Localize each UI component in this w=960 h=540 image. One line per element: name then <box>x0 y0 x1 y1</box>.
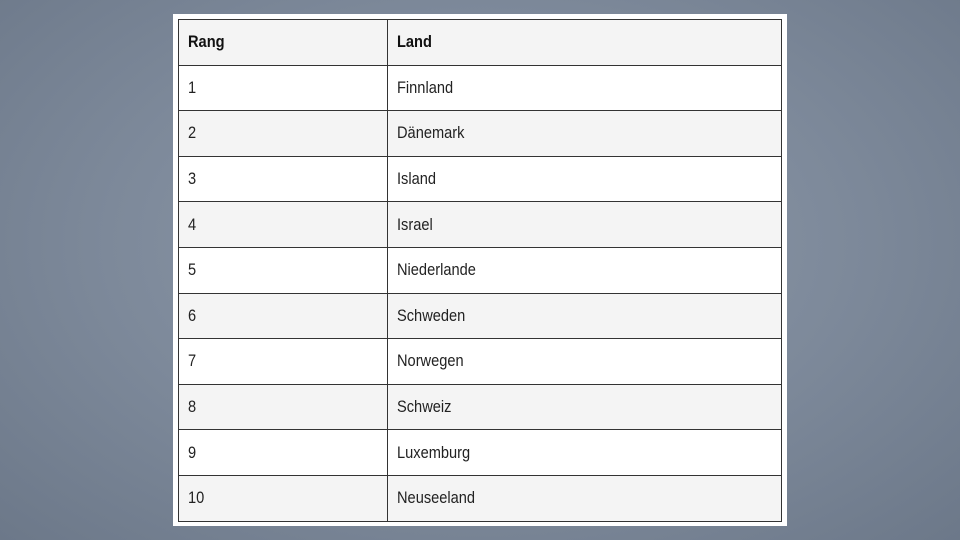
country-cell: Norwegen <box>387 338 782 385</box>
cell-text: Dänemark <box>397 123 465 143</box>
cell-text: Island <box>397 169 437 189</box>
country-cell: Niederlande <box>387 246 782 294</box>
cell-text: 6 <box>188 305 197 325</box>
rank-cell: 9 <box>178 429 388 476</box>
country-cell: Israel <box>387 201 782 248</box>
rank-cell: 3 <box>178 155 388 203</box>
cell-text: 1 <box>188 77 197 97</box>
country-cell: Luxemburg <box>387 429 782 476</box>
country-cell: Neuseeland <box>387 474 782 522</box>
table-row: 10 Neuseeland <box>178 474 782 522</box>
rank-cell: 8 <box>178 383 388 431</box>
cell-text: 3 <box>188 169 197 189</box>
cell-text: Neuseeland <box>397 488 476 508</box>
header-label: Rang <box>188 32 225 52</box>
rank-cell: 5 <box>178 246 388 294</box>
country-cell: Dänemark <box>387 110 782 157</box>
cell-text: Norwegen <box>397 351 464 371</box>
cell-text: 8 <box>188 397 197 417</box>
cell-text: 5 <box>188 260 197 280</box>
cell-text: Israel <box>397 214 433 234</box>
cell-text: Luxemburg <box>397 442 471 462</box>
table-row: 1 Finnland <box>178 64 782 112</box>
ranking-table: Rang Land 1 Finnland 2 Dänemark 3 Island 4 Isra… <box>178 19 782 522</box>
cell-text: Schweiz <box>397 397 452 417</box>
header-rang: Rang <box>178 19 388 66</box>
header-label: Land <box>397 32 432 52</box>
rank-cell: 7 <box>178 338 388 385</box>
slide-table-panel: Rang Land 1 Finnland 2 Dänemark 3 Island 4 Isra… <box>173 14 787 526</box>
table-header-row: Rang Land <box>178 19 782 66</box>
table-row: 3 Island <box>178 155 782 203</box>
cell-text: Niederlande <box>397 260 476 280</box>
country-cell: Schweden <box>387 292 782 340</box>
rank-cell: 4 <box>178 201 388 248</box>
country-cell: Schweiz <box>387 383 782 431</box>
table-row: 9 Luxemburg <box>178 429 782 476</box>
header-land: Land <box>387 19 782 66</box>
cell-text: 2 <box>188 123 197 143</box>
cell-text: Finnland <box>397 77 454 97</box>
cell-text: Schweden <box>397 305 466 325</box>
rank-cell: 10 <box>178 474 388 522</box>
table-row: 5 Niederlande <box>178 246 782 294</box>
rank-cell: 2 <box>178 110 388 157</box>
rank-cell: 1 <box>178 64 388 112</box>
table-row: 7 Norwegen <box>178 338 782 385</box>
cell-text: 10 <box>188 488 205 508</box>
country-cell: Island <box>387 155 782 203</box>
cell-text: 7 <box>188 351 197 371</box>
rank-cell: 6 <box>178 292 388 340</box>
cell-text: 9 <box>188 442 197 462</box>
table-row: 8 Schweiz <box>178 383 782 431</box>
table-row: 2 Dänemark <box>178 110 782 157</box>
country-cell: Finnland <box>387 64 782 112</box>
cell-text: 4 <box>188 214 197 234</box>
table-row: 4 Israel <box>178 201 782 248</box>
table-row: 6 Schweden <box>178 292 782 340</box>
